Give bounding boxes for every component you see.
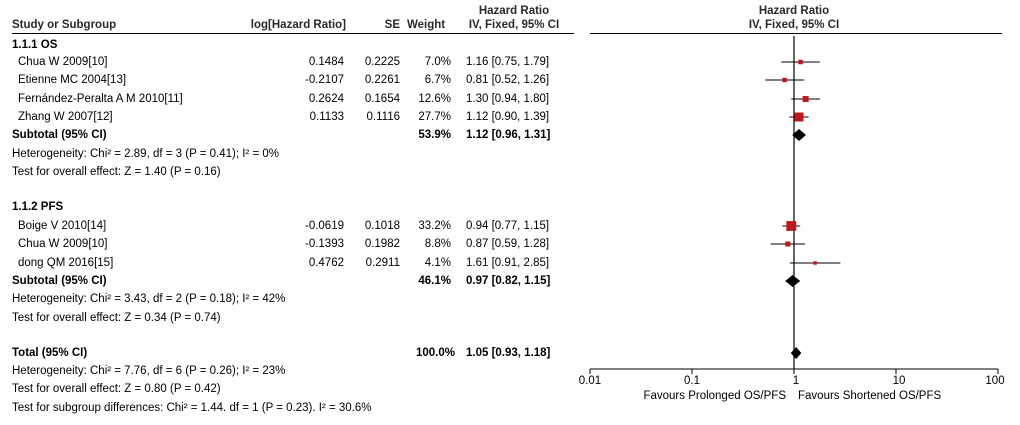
overall-effect-text: Test for overall effect: Z = 1.40 (P = 0… — [12, 166, 221, 178]
study-name: Etienne MC 2004[13] — [18, 74, 127, 86]
study-log-hr: 0.2624 — [308, 93, 344, 105]
pooled-diamond — [792, 129, 806, 141]
study-log-hr: 0.4762 — [308, 257, 344, 269]
study-log-hr: -0.1393 — [304, 238, 344, 250]
total-ci: 1.05 [0.93, 1.18] — [466, 347, 551, 359]
subtotal-ci: 1.12 [0.96, 1.31] — [466, 129, 551, 141]
header-hr-title: Hazard Ratio — [478, 5, 550, 17]
study-se: 0.1018 — [364, 220, 400, 232]
study-marker — [782, 77, 787, 83]
subgroup-differences-text: Test for subgroup differences: Chi² = 1.… — [12, 402, 372, 414]
study-log-hr: 0.1133 — [309, 111, 344, 123]
header-hr-sub: IV, Fixed, 95% CI — [468, 19, 560, 31]
table-header-rule — [12, 33, 574, 34]
total-heterogeneity-text: Heterogeneity: Chi² = 7.76, df = 6 (P = … — [12, 365, 286, 377]
group-label: 1.1.2 PFS — [12, 201, 64, 213]
study-weight: 8.8% — [424, 238, 451, 250]
study-se: 0.2911 — [365, 257, 400, 269]
total-overall-effect-text: Test for overall effect: Z = 0.80 (P = 0… — [12, 383, 221, 395]
study-se: 0.2225 — [364, 56, 400, 68]
header-log-hr: log[Hazard Ratio] — [250, 19, 346, 31]
study-weight: 7.0% — [424, 56, 451, 68]
pooled-diamond — [785, 275, 801, 287]
study-weight: 6.7% — [424, 74, 451, 86]
study-marker — [794, 112, 804, 122]
axis-tick-label: 0.01 — [578, 375, 602, 387]
study-ci: 0.94 [0.77, 1.15] — [466, 220, 550, 232]
study-se: 0.1654 — [364, 93, 400, 105]
header-study: Study or Subgroup — [12, 19, 117, 31]
study-marker — [786, 221, 797, 231]
subtotal-label: Subtotal (95% CI) — [12, 129, 107, 141]
study-ci: 1.12 [0.90, 1.39] — [466, 111, 550, 123]
plot-header-sub: IV, Fixed, 95% CI — [748, 19, 840, 31]
study-marker — [785, 241, 791, 247]
study-name: Fernández-Peralta A M 2010[11] — [18, 93, 183, 105]
favours-right-label: Favours Shortened OS/PFS — [798, 390, 942, 402]
axis-tick-label: 0.1 — [684, 375, 700, 387]
favours-left-label: Favours Prolonged OS/PFS — [643, 390, 786, 402]
study-marker — [813, 261, 817, 265]
study-marker — [798, 59, 803, 65]
study-log-hr: -0.0619 — [304, 220, 344, 232]
header-se: SE — [384, 19, 400, 31]
subtotal-weight: 46.1% — [418, 275, 451, 287]
subtotal-label: Subtotal (95% CI) — [12, 275, 107, 287]
study-ci: 1.61 [0.91, 2.85] — [466, 257, 550, 269]
pooled-diamond — [790, 347, 802, 359]
total-label: Total (95% CI) — [12, 347, 88, 359]
axis-tick-label: 100 — [985, 375, 1005, 387]
heterogeneity-text: Heterogeneity: Chi² = 2.89, df = 3 (P = … — [12, 148, 279, 160]
plot-header-rule — [590, 33, 1002, 34]
group-label: 1.1.1 OS — [12, 39, 58, 51]
study-se: 0.1982 — [364, 238, 400, 250]
study-ci: 1.16 [0.75, 1.79] — [466, 56, 550, 68]
study-ci: 0.87 [0.59, 1.28] — [466, 238, 550, 250]
axis-tick-label: 1 — [792, 375, 800, 387]
study-ci: 1.30 [0.94, 1.80] — [466, 93, 550, 105]
total-weight: 100.0% — [415, 347, 455, 359]
study-name: Chua W 2009[10] — [18, 238, 108, 250]
study-weight: 12.6% — [418, 93, 451, 105]
study-se: 0.2261 — [364, 74, 400, 86]
study-weight: 27.7% — [418, 111, 451, 123]
overall-effect-text: Test for overall effect: Z = 0.34 (P = 0… — [12, 312, 221, 324]
study-weight: 4.1% — [424, 257, 451, 269]
study-name: Boige V 2010[14] — [18, 220, 107, 232]
subtotal-ci: 0.97 [0.82, 1.15] — [466, 275, 551, 287]
axis-tick-label: 10 — [892, 375, 906, 387]
study-marker — [802, 95, 809, 103]
study-log-hr: -0.2107 — [304, 74, 344, 86]
header-weight: Weight — [407, 19, 446, 31]
subtotal-weight: 53.9% — [418, 129, 451, 141]
study-se: 0.1116 — [366, 111, 400, 123]
study-log-hr: 0.1484 — [308, 56, 344, 68]
study-name: Chua W 2009[10] — [18, 56, 108, 68]
study-name: dong QM 2016[15] — [18, 257, 114, 269]
study-name: Zhang W 2007[12] — [18, 111, 113, 123]
plot-header-title: Hazard Ratio — [758, 5, 830, 17]
heterogeneity-text: Heterogeneity: Chi² = 3.43, df = 2 (P = … — [12, 293, 286, 305]
study-weight: 33.2% — [418, 220, 451, 232]
study-ci: 0.81 [0.52, 1.26] — [466, 74, 550, 86]
